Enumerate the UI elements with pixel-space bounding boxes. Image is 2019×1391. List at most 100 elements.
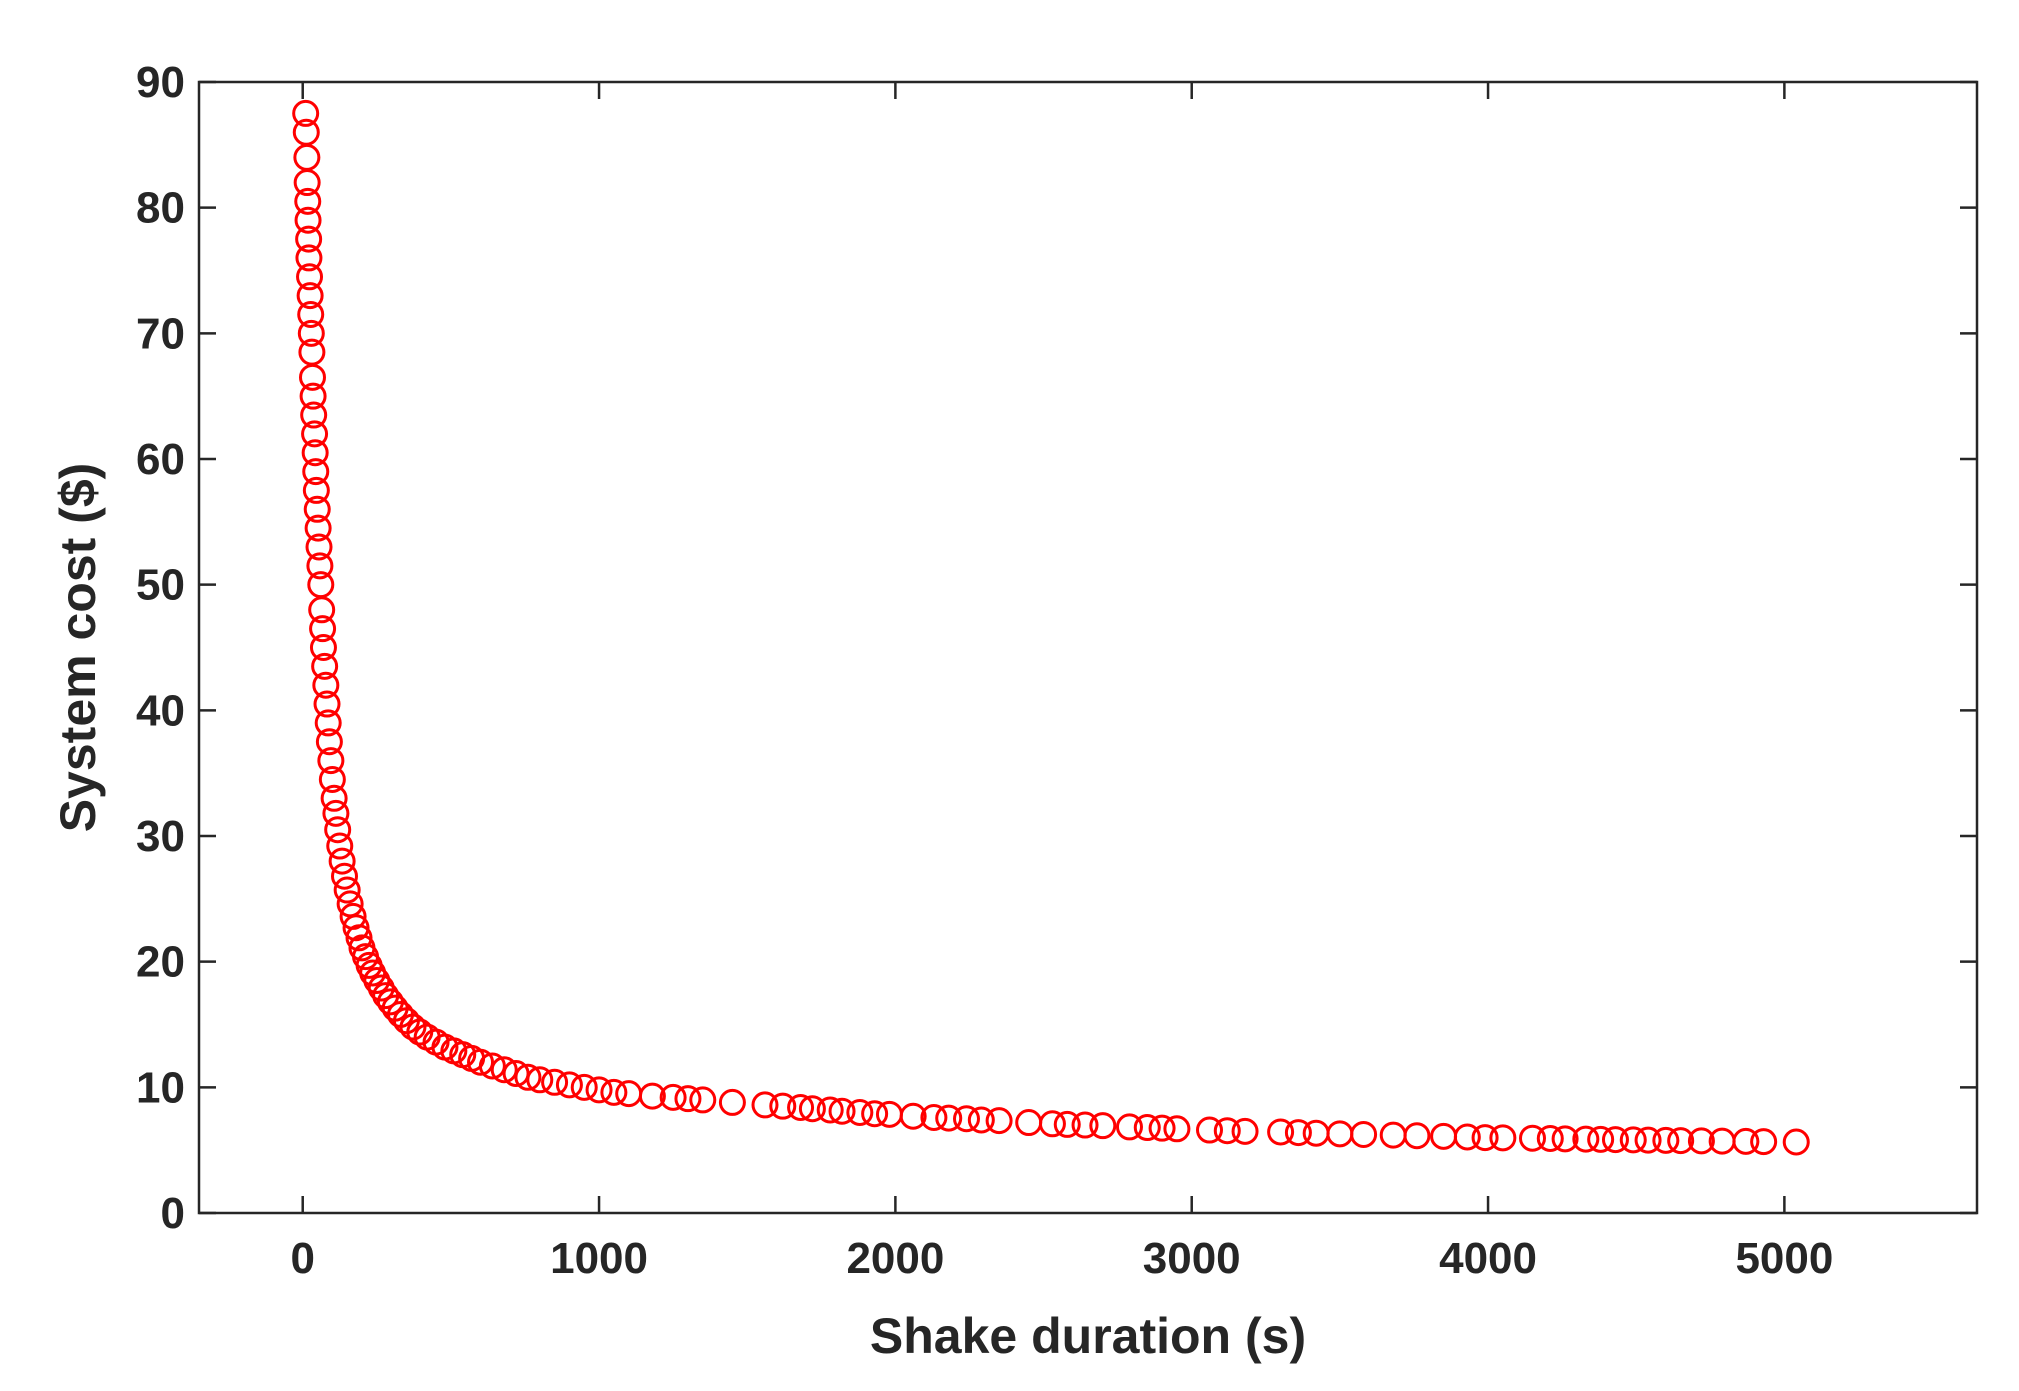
data-point [953,1105,981,1133]
data-point [1326,1120,1354,1148]
data-point [1071,1111,1099,1139]
data-point [328,847,356,875]
data-point [1471,1124,1499,1152]
data-point [1267,1118,1295,1146]
y-tick-label: 70 [136,309,185,358]
data-point [1587,1125,1615,1153]
data-point [1750,1128,1778,1156]
data-point [308,596,336,624]
data-point [1489,1124,1517,1152]
data-point [1015,1109,1043,1137]
y-tick-label: 90 [136,58,185,107]
x-tick-label: 1000 [550,1234,648,1283]
data-point [1519,1124,1546,1152]
data-point [467,1048,495,1076]
data-point [304,514,332,542]
data-point [1148,1114,1176,1142]
data-point [615,1080,643,1108]
data-point [689,1086,717,1114]
data-point [1350,1120,1378,1148]
data-point [309,634,337,661]
y-tick-label: 50 [136,561,185,610]
data-point [920,1103,948,1131]
data-point [342,914,370,942]
data-point [1732,1127,1760,1155]
y-tick-label: 40 [136,686,185,735]
data-point [299,382,327,410]
data-point [297,319,325,347]
data-point [312,671,340,699]
data-point [1379,1121,1407,1149]
data-point [322,799,350,827]
x-tick-label: 4000 [1439,1234,1537,1283]
data-point [555,1071,583,1099]
data-point [300,401,328,429]
data-point [302,458,330,486]
y-tick-label: 60 [136,435,185,484]
y-tick-label: 20 [136,938,185,987]
data-point [514,1063,542,1091]
data-point [570,1073,598,1101]
data-point [1551,1125,1579,1153]
data-point [307,571,335,599]
data-point [296,263,324,291]
data-points [292,99,1810,1156]
data-point [1453,1123,1481,1151]
axis-ticks [199,80,1977,1215]
y-tick-labels: 0 10 20 30 40 50 60 70 80 90 [136,58,185,1238]
data-point [1115,1113,1143,1141]
data-point [490,1056,518,1084]
data-point [526,1066,554,1094]
data-point [861,1100,889,1128]
data-point [751,1091,779,1119]
data-point [309,615,337,643]
data-point [313,690,341,718]
data-point [899,1102,927,1130]
data-point [311,652,339,680]
data-point [314,709,342,737]
y-tick-label: 10 [136,1063,185,1112]
data-point [330,862,358,890]
data-point [318,765,346,793]
data-point [1652,1126,1680,1154]
data-point [296,282,324,310]
plot-frame [197,80,1979,1215]
data-point [1195,1116,1223,1144]
x-tick-labels: 0 1000 2000 3000 4000 5000 [290,1234,1833,1283]
data-point [1403,1122,1431,1150]
data-point [292,99,320,127]
data-point [324,816,352,844]
data-point [302,476,330,504]
y-tick-label: 80 [136,184,185,233]
x-tick-label: 0 [290,1234,314,1283]
data-point [1782,1128,1810,1156]
data-point [1284,1119,1312,1147]
data-point [1163,1115,1191,1143]
data-point [1536,1124,1564,1152]
x-tick-label: 5000 [1735,1234,1833,1283]
data-point [293,169,321,197]
data-point [659,1083,687,1111]
data-point [638,1082,666,1110]
data-point [798,1095,826,1123]
data-point [1231,1117,1259,1145]
data-point [1213,1117,1241,1145]
y-tick-label: 0 [161,1189,185,1238]
data-point [1430,1122,1458,1150]
data-point [294,206,322,234]
data-point [674,1085,702,1113]
x-tick-label: 2000 [846,1234,944,1283]
data-point [345,924,373,952]
data-point [846,1098,874,1126]
data-point [600,1078,628,1106]
data-point [1053,1110,1081,1138]
data-point [297,300,325,328]
data-point [718,1088,746,1116]
data-point [816,1096,844,1124]
data-point [787,1093,815,1121]
data-point [298,338,326,366]
data-point [769,1092,797,1120]
data-point [1634,1126,1662,1154]
data-point [1601,1126,1629,1154]
data-point [295,225,323,253]
